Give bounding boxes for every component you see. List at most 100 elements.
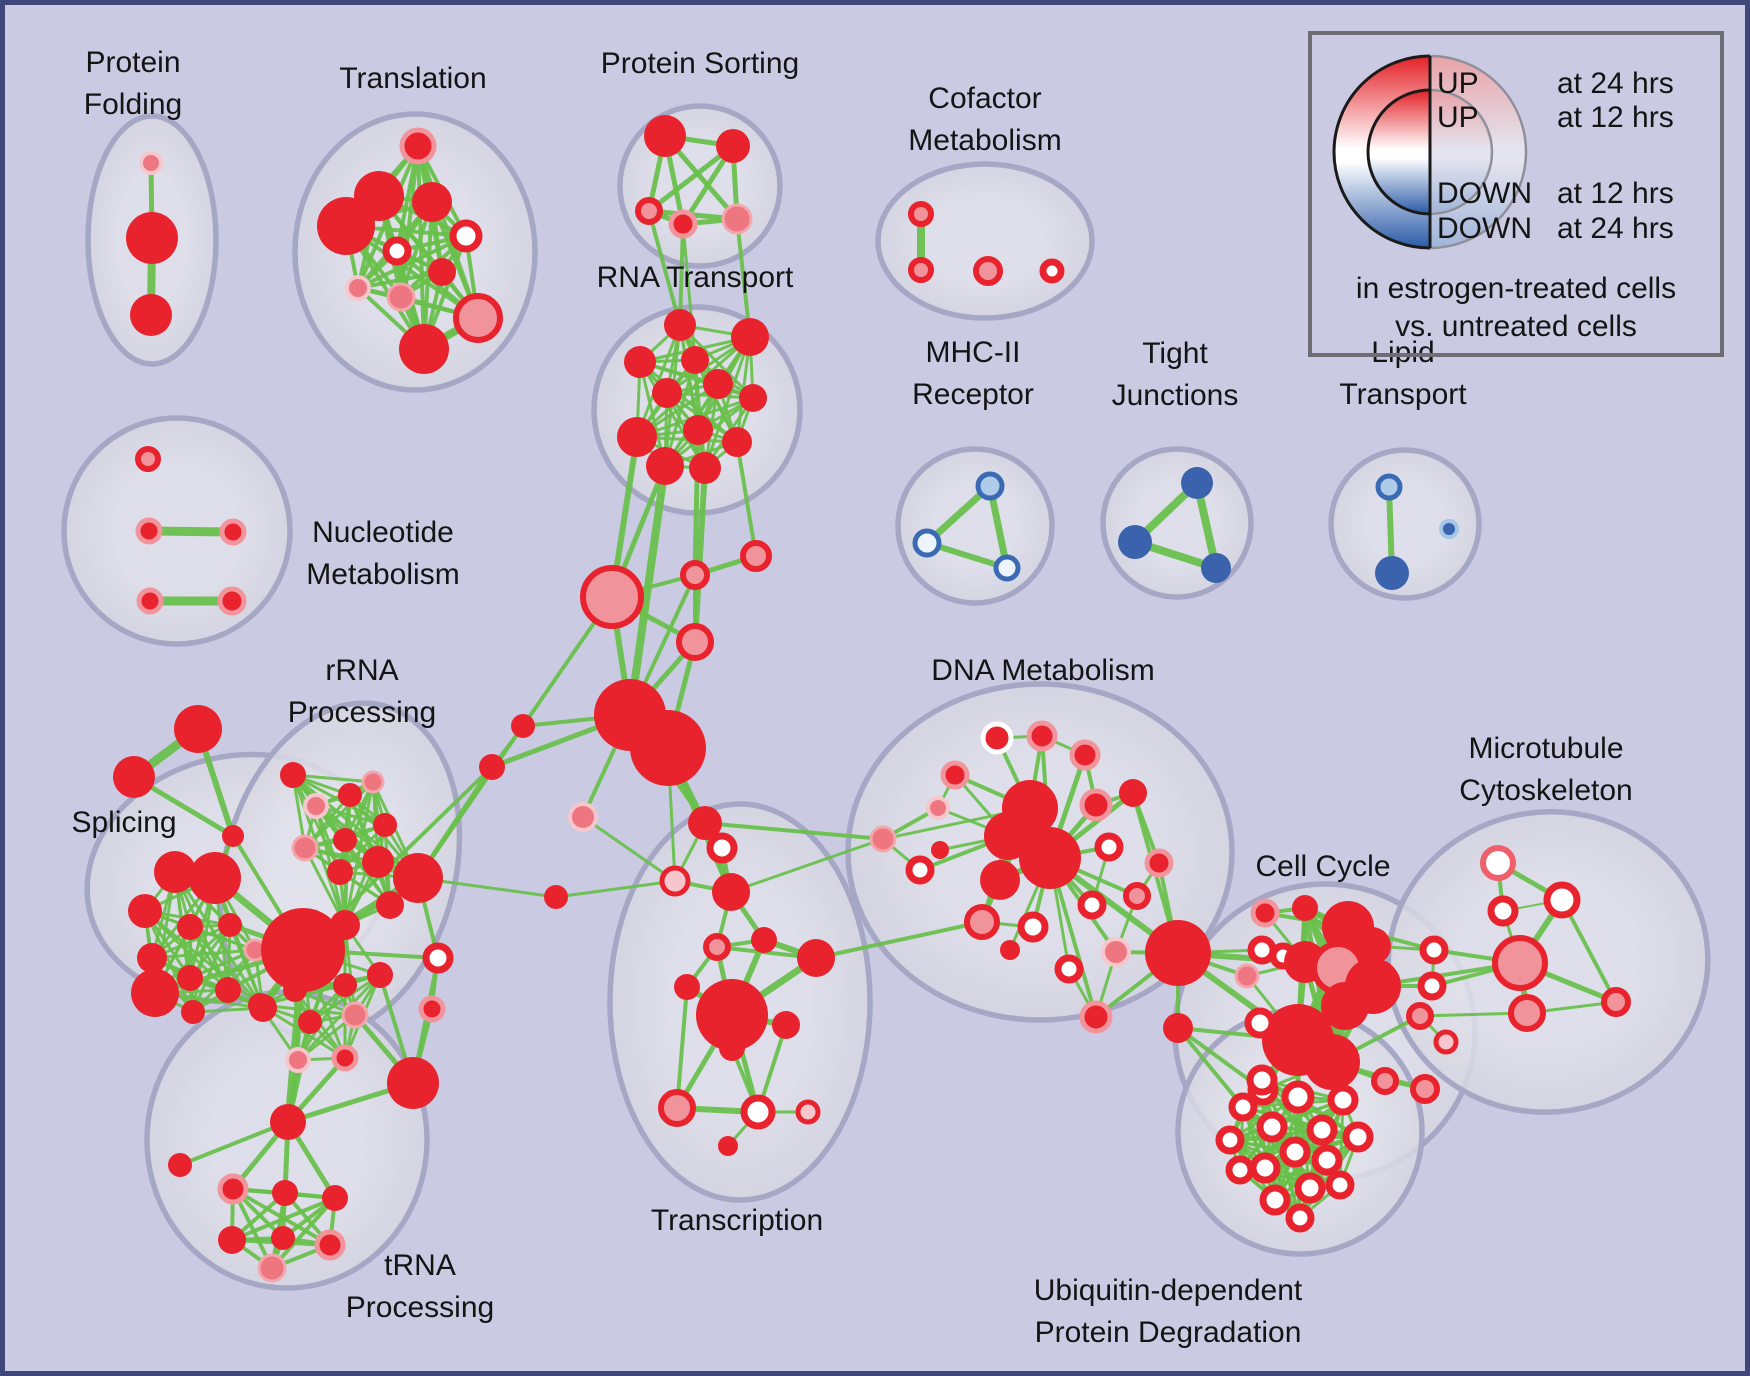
node-lt3 (1439, 519, 1459, 539)
edge-rr1-rr3 (291, 773, 375, 784)
node-cc14 (1304, 1034, 1360, 1090)
node-tc8 (797, 939, 835, 977)
edge-ps4-rt1 (678, 222, 685, 327)
node-ub8 (1279, 1136, 1311, 1168)
node-br1 (479, 754, 505, 780)
edge-mt2-mt6 (1560, 898, 1618, 1004)
node-ps4 (668, 209, 698, 239)
node-sat4 (1433, 1029, 1459, 1055)
node-rt4 (681, 346, 709, 374)
node-tr5 (322, 1185, 348, 1211)
cluster-label-splicing: Splicing (71, 806, 176, 839)
node-sp6 (137, 943, 167, 973)
edge-rt1-rt7 (678, 323, 755, 400)
node-rr24 (418, 995, 446, 1023)
node-dm15 (1144, 848, 1174, 878)
node-ps5 (721, 203, 753, 235)
legend-glyph-outer-left-ring (1332, 54, 1431, 250)
node-bb2 (1163, 1013, 1193, 1043)
edge-rt11-c1 (626, 462, 669, 719)
edge-rr11-rr19 (343, 923, 357, 1017)
node-mh2 (912, 528, 942, 558)
node-tj3 (1201, 553, 1231, 583)
node-c5 (680, 560, 710, 590)
node-pf3 (130, 294, 172, 336)
node-tr9 (257, 1253, 287, 1283)
node-ub1 (1246, 1064, 1278, 1096)
node-dm10 (1019, 827, 1081, 889)
cluster-label-rna-transport: RNA Transport (597, 261, 794, 294)
node-mh3 (993, 554, 1021, 582)
node-nm3 (219, 518, 247, 546)
node-ub16 (1215, 1125, 1245, 1155)
legend-row-state: UP (1437, 101, 1479, 134)
node-c7 (676, 623, 714, 661)
edge-tl7-tl8 (356, 270, 444, 290)
legend-row-time: at 12 hrs (1557, 177, 1674, 210)
node-sat1 (1419, 935, 1449, 965)
node-tc11 (719, 1035, 745, 1061)
node-rr7 (291, 834, 319, 862)
legend-glyph-outer-right-ring (1429, 54, 1528, 250)
node-cc1 (1250, 898, 1280, 928)
node-cc2 (1292, 895, 1318, 921)
node-ub14 (1325, 1170, 1355, 1200)
edge-ub9-ub16 (1228, 1138, 1329, 1162)
node-tj1 (1181, 467, 1213, 499)
node-tl4 (317, 197, 375, 255)
node-tc15 (718, 1136, 738, 1156)
node-nm5 (217, 586, 247, 616)
node-sat2 (1417, 971, 1447, 1001)
edge-tc8-dm21 (814, 920, 984, 960)
node-rr21 (331, 1044, 359, 1072)
edge-rr16-rr17 (258, 973, 382, 1007)
node-tc13 (740, 1094, 776, 1130)
node-mh1 (975, 471, 1005, 501)
node-pf2 (126, 212, 178, 264)
node-rt2 (731, 318, 769, 356)
node-cf2 (908, 257, 934, 283)
node-ub13 (1259, 1184, 1291, 1216)
node-mt2 (1543, 881, 1581, 919)
cluster-label-nucleotide-metabolism: Nucleotide Metabolism (306, 516, 459, 591)
node-ub11 (1225, 1155, 1255, 1185)
node-ub12 (1294, 1172, 1326, 1204)
legend-row-state: DOWN (1437, 212, 1532, 245)
node-ub7 (1342, 1121, 1374, 1153)
edge-sp4-sp12 (188, 925, 265, 1010)
node-cc11 (1321, 982, 1369, 1030)
cluster-label-ubiquitin: Ubiquitin-dependent Protein Degradation (1034, 1274, 1303, 1349)
node-tc9 (696, 979, 768, 1051)
node-rr19 (341, 1001, 369, 1029)
edge-c6-rt10 (735, 440, 758, 558)
node-ub6 (1306, 1114, 1338, 1146)
node-rt10 (722, 427, 752, 457)
cluster-labels-layer: Protein Folding Translation Protein Sorting… (71, 46, 1632, 1349)
cluster-label-mhc-ii-receptor: MHC-II Receptor (912, 336, 1034, 411)
node-tl8 (345, 275, 371, 301)
node-dm3 (1069, 739, 1101, 771)
edge-tr5-tr6 (230, 1196, 337, 1242)
node-br4 (544, 885, 568, 909)
node-nm2 (135, 517, 163, 545)
legend-glyph-inner-right (1430, 90, 1492, 214)
node-tc2 (706, 832, 738, 864)
node-dm19 (1101, 937, 1131, 967)
node-rr18 (298, 1010, 322, 1034)
node-dm9 (984, 812, 1032, 860)
node-rr5 (373, 813, 397, 837)
cluster-label-cofactor-metabolism: Cofactor Metabolism (908, 82, 1061, 157)
node-rt11 (646, 447, 684, 485)
node-rr4 (303, 793, 329, 819)
legend-box (1308, 31, 1724, 357)
cluster-label-dna-metabolism: DNA Metabolism (931, 654, 1154, 687)
node-dm23 (1000, 940, 1020, 960)
node-dm13 (1119, 779, 1147, 807)
cluster-label-transcription: Transcription (651, 1204, 823, 1237)
node-dm5 (926, 796, 950, 820)
node-cc5 (1234, 963, 1260, 989)
cluster-bubble-mhc-ii-receptor (895, 446, 1055, 606)
node-dm14 (1094, 832, 1124, 862)
